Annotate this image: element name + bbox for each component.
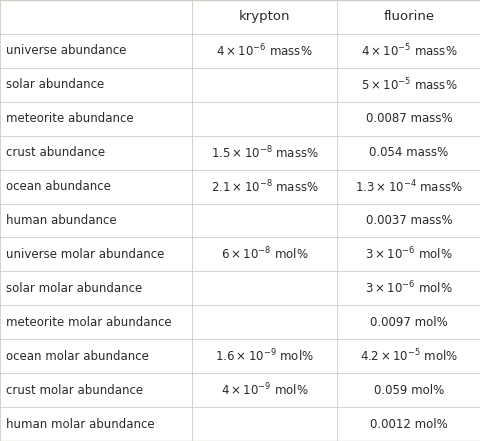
Text: 0.0097 mol%: 0.0097 mol% — [369, 316, 447, 329]
Text: universe abundance: universe abundance — [6, 45, 126, 57]
Text: $3\times10^{-6}$ mol%: $3\times10^{-6}$ mol% — [364, 246, 452, 263]
Text: $6\times10^{-8}$ mol%: $6\times10^{-8}$ mol% — [220, 246, 308, 263]
Text: human molar abundance: human molar abundance — [6, 418, 154, 430]
Text: solar abundance: solar abundance — [6, 78, 104, 91]
Text: ocean molar abundance: ocean molar abundance — [6, 350, 148, 363]
Text: $2.1\times10^{-8}$ mass%: $2.1\times10^{-8}$ mass% — [210, 178, 318, 195]
Text: crust abundance: crust abundance — [6, 146, 105, 159]
Text: 0.0087 mass%: 0.0087 mass% — [365, 112, 451, 125]
Text: $4\times10^{-9}$ mol%: $4\times10^{-9}$ mol% — [220, 382, 308, 398]
Text: solar molar abundance: solar molar abundance — [6, 282, 142, 295]
Text: $4.2\times10^{-5}$ mol%: $4.2\times10^{-5}$ mol% — [359, 348, 457, 365]
Text: $1.6\times10^{-9}$ mol%: $1.6\times10^{-9}$ mol% — [215, 348, 313, 365]
Text: $4\times10^{-6}$ mass%: $4\times10^{-6}$ mass% — [216, 43, 312, 59]
Text: crust molar abundance: crust molar abundance — [6, 384, 143, 396]
Text: human abundance: human abundance — [6, 214, 116, 227]
Text: $1.3\times10^{-4}$ mass%: $1.3\times10^{-4}$ mass% — [354, 178, 462, 195]
Text: universe molar abundance: universe molar abundance — [6, 248, 164, 261]
Text: $4\times10^{-5}$ mass%: $4\times10^{-5}$ mass% — [360, 43, 456, 59]
Text: meteorite abundance: meteorite abundance — [6, 112, 133, 125]
Text: ocean abundance: ocean abundance — [6, 180, 110, 193]
Text: krypton: krypton — [238, 11, 290, 23]
Text: $5\times10^{-5}$ mass%: $5\times10^{-5}$ mass% — [360, 76, 456, 93]
Text: 0.054 mass%: 0.054 mass% — [369, 146, 447, 159]
Text: meteorite molar abundance: meteorite molar abundance — [6, 316, 171, 329]
Text: 0.0037 mass%: 0.0037 mass% — [365, 214, 451, 227]
Text: 0.0012 mol%: 0.0012 mol% — [369, 418, 447, 430]
Text: $3\times10^{-6}$ mol%: $3\times10^{-6}$ mol% — [364, 280, 452, 297]
Text: 0.059 mol%: 0.059 mol% — [373, 384, 443, 396]
Text: fluorine: fluorine — [383, 11, 433, 23]
Text: $1.5\times10^{-8}$ mass%: $1.5\times10^{-8}$ mass% — [210, 144, 318, 161]
